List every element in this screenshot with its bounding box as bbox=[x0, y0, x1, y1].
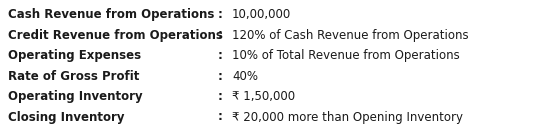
Text: :: : bbox=[218, 70, 223, 83]
Text: Closing Inventory: Closing Inventory bbox=[8, 111, 125, 124]
Text: :: : bbox=[218, 49, 223, 62]
Text: Rate of Gross Profit: Rate of Gross Profit bbox=[8, 70, 140, 83]
Text: Operating Expenses: Operating Expenses bbox=[8, 49, 141, 62]
Text: :: : bbox=[218, 111, 223, 124]
Text: 10% of Total Revenue from Operations: 10% of Total Revenue from Operations bbox=[232, 49, 460, 62]
Text: :: : bbox=[218, 8, 223, 21]
Text: :: : bbox=[218, 29, 223, 42]
Text: ₹ 1,50,000: ₹ 1,50,000 bbox=[232, 90, 295, 103]
Text: Cash Revenue from Operations: Cash Revenue from Operations bbox=[8, 8, 214, 21]
Text: Operating Inventory: Operating Inventory bbox=[8, 90, 142, 103]
Text: Credit Revenue from Operations: Credit Revenue from Operations bbox=[8, 29, 223, 42]
Text: 10,00,000: 10,00,000 bbox=[232, 8, 291, 21]
Text: ₹ 20,000 more than Opening Inventory: ₹ 20,000 more than Opening Inventory bbox=[232, 111, 463, 124]
Text: 120% of Cash Revenue from Operations: 120% of Cash Revenue from Operations bbox=[232, 29, 469, 42]
Text: 40%: 40% bbox=[232, 70, 258, 83]
Text: :: : bbox=[218, 90, 223, 103]
